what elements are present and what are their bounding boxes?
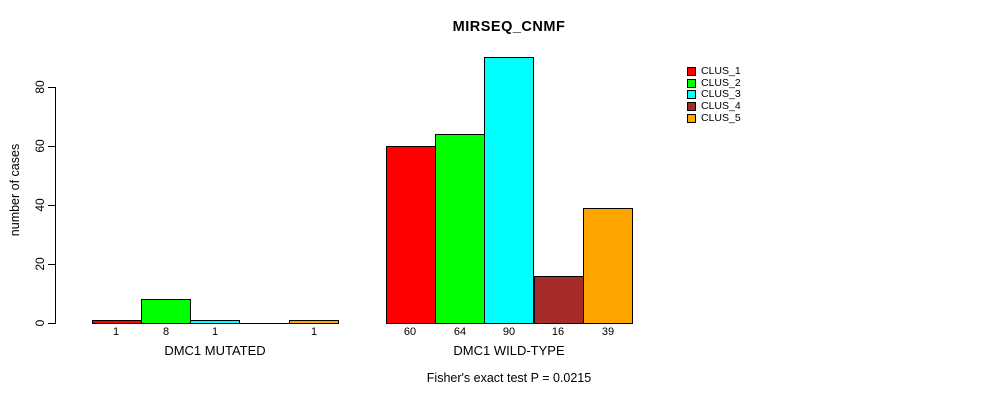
bar-value-label: 60 [403, 326, 417, 338]
legend-label: CLUS_4 [701, 100, 741, 112]
chart-title: MIRSEQ_CNMF [452, 19, 566, 35]
bar-value-label: 1 [211, 326, 219, 338]
bar-clus_3 [190, 320, 240, 324]
y-axis-tick [48, 146, 56, 147]
y-axis-tick-label: 0 [33, 319, 47, 327]
legend-swatch-clus_4 [687, 102, 696, 111]
legend-item: CLUS_3 [687, 89, 741, 100]
y-axis-tick-label: 40 [33, 198, 47, 212]
legend-label: CLUS_3 [701, 88, 741, 100]
legend-swatch-clus_2 [687, 79, 696, 88]
legend-item: CLUS_5 [687, 113, 741, 124]
y-axis-tick [48, 264, 56, 265]
legend-label: CLUS_1 [701, 65, 741, 77]
legend-item: CLUS_4 [687, 101, 741, 112]
bar-clus_2 [435, 134, 485, 324]
y-axis-tick [48, 205, 56, 206]
bar-value-label: 1 [112, 326, 120, 338]
y-axis-tick-label: 20 [33, 257, 47, 271]
bar-value-label: 16 [551, 326, 565, 338]
legend-swatch-clus_5 [687, 114, 696, 123]
bar-clus_3 [484, 57, 534, 324]
x-axis-group-label: DMC1 MUTATED [164, 343, 266, 358]
legend-swatch-clus_3 [687, 90, 696, 99]
legend-label: CLUS_2 [701, 77, 741, 89]
y-axis-tick [48, 323, 56, 324]
bar-value-label: 8 [162, 326, 170, 338]
bar-value-label: 90 [502, 326, 516, 338]
bar-clus_1 [386, 146, 436, 324]
bar-clus_5 [289, 320, 339, 324]
bar-value-label: 64 [453, 326, 467, 338]
stat-annotation: Fisher's exact test P = 0.0215 [426, 371, 592, 385]
legend-item: CLUS_1 [687, 66, 741, 77]
bar-clus_5 [583, 208, 633, 324]
bar-value-label: 1 [310, 326, 318, 338]
legend-item: CLUS_2 [687, 78, 741, 89]
legend-swatch-clus_1 [687, 67, 696, 76]
y-axis-tick-label: 60 [33, 139, 47, 153]
x-axis-group-label: DMC1 WILD-TYPE [453, 343, 565, 358]
y-axis-tick-label: 80 [33, 80, 47, 94]
bar-value-label: 39 [601, 326, 615, 338]
bar-clus_1 [92, 320, 142, 324]
bar-clus_2 [141, 299, 191, 324]
bar-clus_4 [534, 276, 584, 324]
y-axis-tick [48, 87, 56, 88]
legend-label: CLUS_5 [701, 112, 741, 124]
